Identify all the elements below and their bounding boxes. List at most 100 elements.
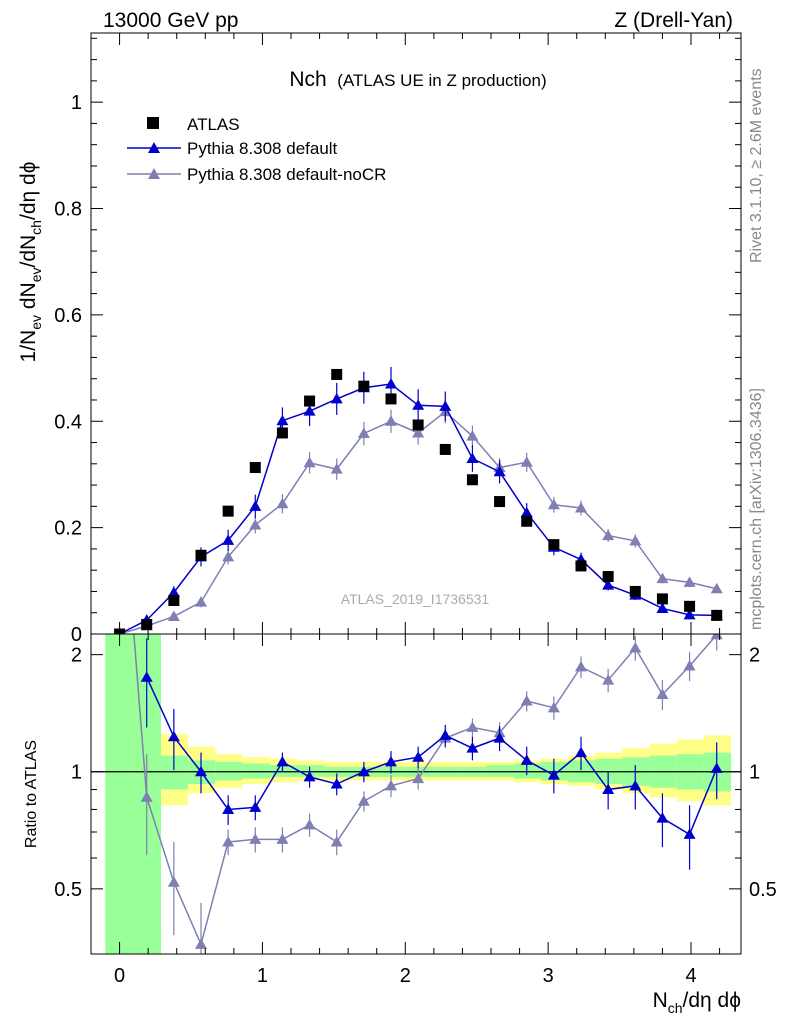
ratio-series-point <box>385 755 397 767</box>
atlas-data-point <box>684 600 696 612</box>
main-series-point <box>493 465 506 477</box>
main-series-point <box>330 463 343 474</box>
ratio-band-green <box>486 765 514 777</box>
main-series-point <box>249 518 262 530</box>
main-y-tick-label: 0.4 <box>54 411 82 433</box>
ratio-series-point <box>167 876 180 887</box>
x-tick-label: 2 <box>400 965 411 987</box>
main-series-point <box>602 579 615 590</box>
atlas-data-point <box>195 549 207 561</box>
y-title-part-7: /dη dϕ <box>17 162 40 220</box>
ratio-y-tick-label-left: 0.5 <box>54 879 82 901</box>
ratio-band-green <box>161 755 189 790</box>
plot-title: Nch (ATLAS UE in Z production) <box>289 68 546 91</box>
rivet-version-note: Rivet 3.1.10, ≥ 2.6M events <box>748 68 765 263</box>
main-series-point <box>249 500 262 511</box>
x-axis-title: Nch/dη dϕ <box>653 989 741 1016</box>
ratio-plot-series <box>91 634 741 954</box>
main-y-tick-label: 0.8 <box>54 199 82 221</box>
ratio-series-line <box>146 676 718 836</box>
x-title-part-2: ch <box>668 1000 683 1016</box>
y-title-part-4: ev <box>28 267 44 282</box>
ratio-series-point <box>303 770 316 782</box>
atlas-data-point <box>439 443 451 455</box>
atlas-data-point <box>358 380 370 392</box>
legend-atlas-label: ATLAS <box>187 115 240 134</box>
ratio-series-point <box>629 642 642 653</box>
ratio-series-point <box>602 674 615 685</box>
ratio-series-point <box>303 818 316 830</box>
ratio-series-point <box>195 765 207 777</box>
x-tick-label: 3 <box>543 965 554 987</box>
ratio-band-green <box>242 763 270 779</box>
ratio-series-point <box>412 751 425 762</box>
y-title-part-6: ch <box>28 220 44 235</box>
x-title-part-1: N <box>653 989 668 1012</box>
atlas-data-point <box>466 474 478 486</box>
main-series-point <box>357 427 370 438</box>
ratio-series-point <box>466 721 479 732</box>
ratio-series-point <box>195 938 207 949</box>
atlas-data-point <box>249 462 261 474</box>
atlas-data-point <box>331 368 343 380</box>
y-title-part-2: ev <box>28 315 44 330</box>
legend-default-label: Pythia 8.308 default <box>187 139 338 158</box>
main-y-axis-title: 1/Nev dNev/dNch/dη dϕ <box>17 162 44 363</box>
main-series-point <box>683 576 696 587</box>
plot-title-sub: (ATLAS UE in Z production) <box>337 71 546 90</box>
ratio-band-green <box>296 765 324 777</box>
x-tick-label: 0 <box>114 965 125 987</box>
main-series-point <box>602 529 615 541</box>
atlas-data-point <box>222 505 234 517</box>
plot-title-main: Nch <box>289 68 326 91</box>
ratio-series-point <box>140 671 153 682</box>
main-series-point <box>520 456 533 467</box>
atlas-data-point <box>141 618 153 630</box>
main-y-tick-label: 1 <box>71 92 82 114</box>
main-series-point <box>276 414 289 426</box>
ratio-y-tick-label-right: 2 <box>749 645 760 667</box>
analysis-id-label: ATLAS_2019_I1736531 <box>341 591 490 607</box>
ratio-series-point <box>222 835 235 847</box>
ratio-series-point <box>222 803 235 814</box>
ratio-series-point <box>466 742 479 753</box>
main-series-point <box>167 610 180 621</box>
main-series-point <box>656 602 669 613</box>
main-y-tick-label: 0.2 <box>54 518 82 540</box>
atlas-data-point <box>168 594 180 606</box>
main-series-point <box>303 405 316 416</box>
ratio-series-point <box>547 701 560 713</box>
x-title-part-3: /dη dϕ <box>683 989 741 1012</box>
main-series-point <box>710 582 723 594</box>
atlas-data-point <box>548 539 560 551</box>
legend-nocr-marker <box>148 168 160 179</box>
ratio-series-point <box>493 732 506 743</box>
main-y-tick-label: 0 <box>71 624 82 646</box>
main-series-point <box>303 456 316 468</box>
main-series-point <box>412 426 425 438</box>
ratio-band-green <box>105 634 134 954</box>
ratio-series-point <box>167 730 180 742</box>
ratio-series-point <box>683 660 696 671</box>
x-tick-label: 1 <box>257 965 268 987</box>
atlas-data-point <box>521 515 533 527</box>
ratio-series-point <box>330 778 343 789</box>
legend-atlas-marker <box>147 117 159 129</box>
y-title-part-3: dN <box>17 282 40 315</box>
atlas-data-point <box>602 571 614 583</box>
atlas-data-point <box>656 593 668 605</box>
main-series-point <box>439 400 452 411</box>
x-tick-label: 4 <box>685 965 696 987</box>
main-series-point <box>195 596 207 607</box>
ratio-plot-frame <box>90 633 742 955</box>
header-process-name: Z (Drell-Yan) <box>614 9 733 32</box>
ratio-series-point <box>249 801 262 812</box>
atlas-data-point <box>385 393 397 405</box>
ratio-series-point <box>683 828 696 839</box>
header-process-energy: 13000 GeV pp <box>103 9 238 32</box>
ratio-series-point <box>276 833 289 844</box>
ratio-y-tick-label-left: 2 <box>71 645 82 667</box>
ratio-band-green <box>269 765 297 777</box>
y-title-part-1: 1/N <box>17 330 40 363</box>
